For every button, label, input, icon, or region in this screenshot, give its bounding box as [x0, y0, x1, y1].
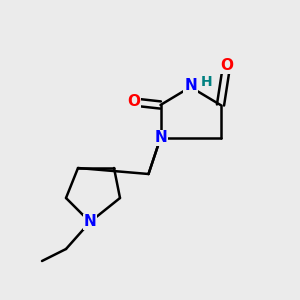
Text: N: N: [184, 78, 197, 93]
Text: N: N: [154, 130, 167, 146]
Text: O: O: [220, 58, 233, 74]
Text: O: O: [127, 94, 140, 110]
Text: H: H: [201, 76, 213, 89]
Text: N: N: [84, 214, 96, 230]
